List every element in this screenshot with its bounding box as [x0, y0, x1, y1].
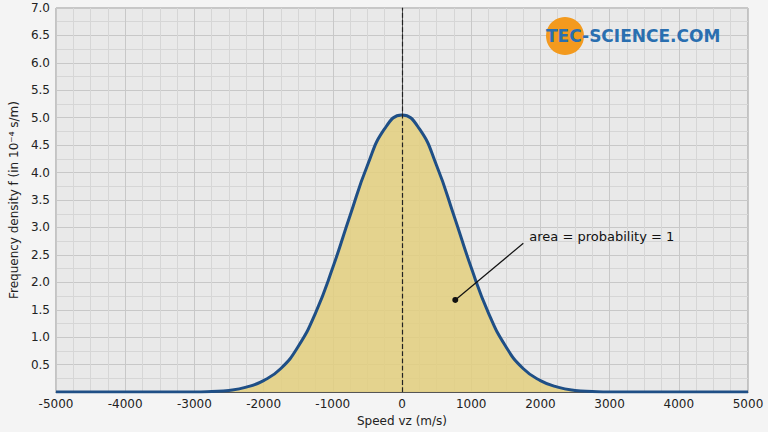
svg-text:6.5: 6.5 [31, 28, 50, 42]
svg-text:7.0: 7.0 [31, 1, 50, 15]
svg-text:Speed vz (m/s): Speed vz (m/s) [357, 414, 447, 428]
svg-text:2.0: 2.0 [31, 275, 50, 289]
svg-text:6.0: 6.0 [31, 56, 50, 70]
svg-text:5.5: 5.5 [31, 83, 50, 97]
svg-text:1.0: 1.0 [31, 330, 50, 344]
svg-text:0: 0 [398, 397, 406, 411]
svg-text:3000: 3000 [594, 397, 625, 411]
svg-text:4.0: 4.0 [31, 166, 50, 180]
svg-text:-5000: -5000 [39, 397, 74, 411]
svg-text:2.5: 2.5 [31, 248, 50, 262]
svg-text:-2000: -2000 [246, 397, 281, 411]
svg-text:Frequency density f (in 10⁻⁴ s: Frequency density f (in 10⁻⁴ s/m) [7, 101, 21, 299]
svg-text:TEC-SCIENCE.COM: TEC-SCIENCE.COM [546, 26, 720, 46]
svg-text:3.5: 3.5 [31, 193, 50, 207]
svg-text:4000: 4000 [664, 397, 695, 411]
svg-text:5.0: 5.0 [31, 111, 50, 125]
svg-text:-4000: -4000 [108, 397, 143, 411]
svg-text:1.5: 1.5 [31, 303, 50, 317]
svg-text:0.5: 0.5 [31, 358, 50, 372]
svg-text:-3000: -3000 [177, 397, 212, 411]
svg-text:5000: 5000 [733, 397, 764, 411]
svg-text:2000: 2000 [525, 397, 556, 411]
svg-text:3.0: 3.0 [31, 220, 50, 234]
svg-text:1000: 1000 [456, 397, 487, 411]
svg-text:area = probability = 1: area = probability = 1 [529, 229, 674, 244]
svg-text:4.5: 4.5 [31, 138, 50, 152]
svg-text:-1000: -1000 [315, 397, 350, 411]
